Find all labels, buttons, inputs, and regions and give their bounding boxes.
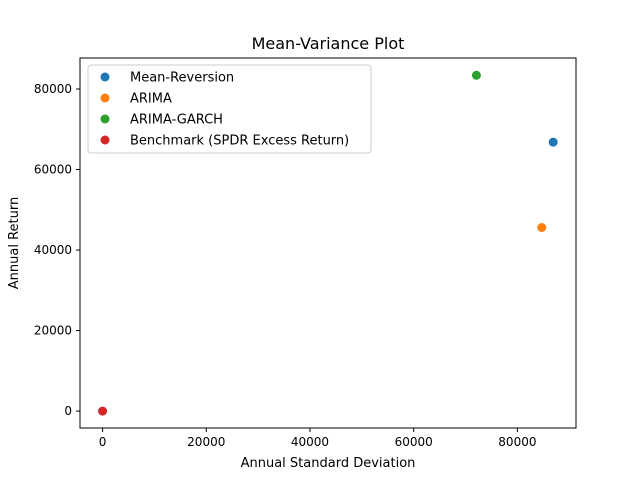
y-tick-label: 0	[64, 404, 72, 418]
x-tick-label: 80000	[498, 435, 536, 449]
x-tick-label: 0	[99, 435, 107, 449]
data-point	[471, 70, 481, 80]
plot-frame	[79, 57, 577, 429]
x-tick-label: 20000	[187, 435, 225, 449]
data-point	[98, 406, 108, 416]
x-axis-label: Annual Standard Deviation	[241, 456, 416, 471]
legend-marker	[100, 93, 110, 103]
legend-marker	[100, 72, 110, 82]
y-tick-label: 60000	[34, 163, 72, 177]
data-points	[98, 70, 558, 416]
axis-ticks: 0 20000 40000 60000 80000 0 20000 40000 60000 800…	[34, 82, 537, 449]
legend-label: Mean-Reversion	[130, 71, 234, 86]
legend-box	[87, 64, 372, 154]
data-point	[548, 137, 558, 147]
y-tick-label: 80000	[34, 82, 72, 96]
x-tick-label: 60000	[395, 435, 433, 449]
legend-label: ARIMA	[130, 92, 172, 107]
x-tick-label: 40000	[291, 435, 329, 449]
legend-marker	[100, 114, 110, 124]
data-point	[537, 222, 547, 232]
chart-title: Mean-Variance Plot	[252, 34, 405, 53]
legend-label: ARIMA-GARCH	[130, 113, 223, 128]
legend-label: Benchmark (SPDR Excess Return)	[130, 134, 349, 149]
legend-marker	[100, 135, 110, 145]
y-tick-label: 40000	[34, 243, 72, 257]
y-axis-label: Annual Return	[7, 197, 22, 289]
y-tick-label: 20000	[34, 324, 72, 338]
legend: Mean-Reversion ARIMA ARIMA-GARCH Benchmark …	[87, 64, 372, 154]
